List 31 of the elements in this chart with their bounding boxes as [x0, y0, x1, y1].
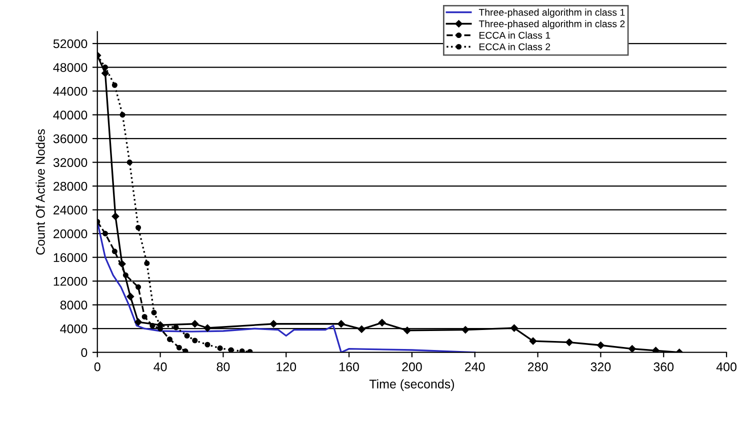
- legend-label: ECCA in Class 2: [479, 43, 550, 50]
- y-axis-title: Count Of Active Nodes: [36, 129, 45, 255]
- x-tick-label: 240: [465, 362, 485, 372]
- x-tick-label: 360: [654, 362, 674, 372]
- y-tick-label: 20000: [54, 229, 88, 238]
- y-tick-label: 12000: [54, 276, 88, 286]
- x-tick-label: 320: [590, 362, 611, 372]
- y-tick-label: 24000: [54, 206, 88, 214]
- y-tick-label: 36000: [53, 134, 88, 144]
- y-tick-label: 32000: [53, 158, 88, 167]
- legend-label: ECCA in Class 1: [479, 32, 550, 39]
- y-tick-label: 8000: [60, 300, 88, 310]
- x-tick-label: 120: [276, 362, 296, 372]
- x-tick-label: 280: [528, 362, 548, 372]
- y-tick-label: 44000: [53, 86, 88, 96]
- y-tick-label: 28000: [54, 182, 88, 191]
- x-tick-label: 160: [340, 362, 359, 372]
- x-tick-label: 80: [216, 362, 230, 372]
- y-tick-label: 40000: [53, 110, 88, 120]
- x-tick-label: 0: [94, 362, 100, 372]
- x-axis-title: Time (seconds): [369, 379, 454, 391]
- legend-label: Three-phased algorithm in class 2: [478, 20, 625, 30]
- y-tick-label: 4000: [60, 324, 88, 334]
- y-tick-label: 52000: [53, 39, 88, 48]
- y-tick-label: 16000: [54, 253, 88, 262]
- x-tick-label: 40: [154, 362, 167, 372]
- y-tick-label: 48000: [53, 63, 88, 72]
- legend-label: Three-phased algorithm in class 1: [478, 8, 625, 18]
- x-tick-label: 200: [402, 362, 422, 372]
- y-tick-label: 0: [81, 348, 88, 358]
- x-tick-label: 400: [716, 362, 736, 372]
